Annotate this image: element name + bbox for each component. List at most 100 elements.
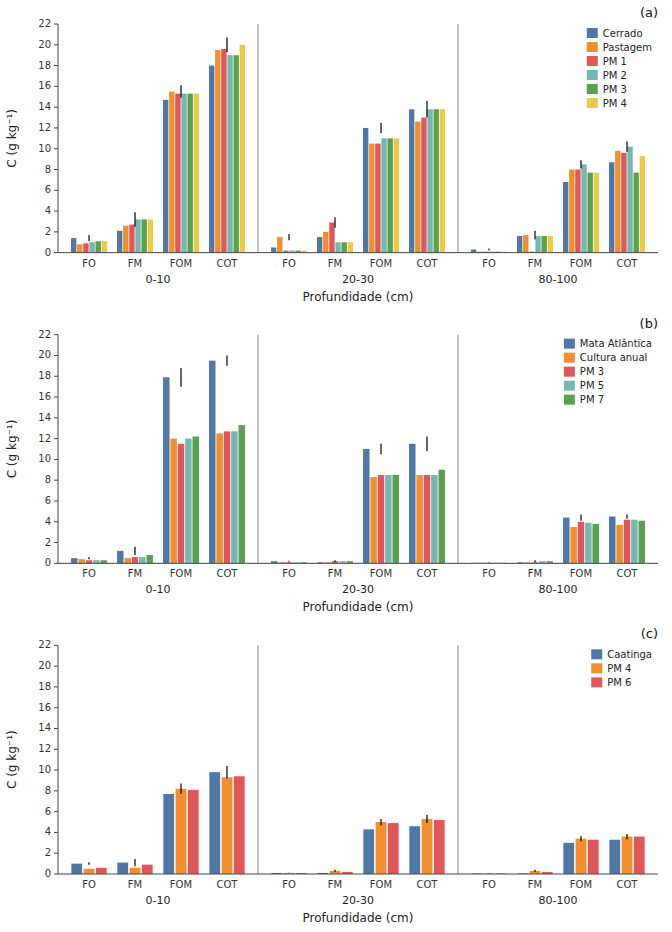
x-tick-label: COT bbox=[617, 258, 639, 269]
error-bar bbox=[580, 514, 581, 520]
bar bbox=[342, 242, 347, 252]
title: (a) bbox=[640, 5, 658, 20]
error-bar bbox=[134, 212, 135, 227]
y-tick bbox=[54, 355, 58, 356]
x-tick-label: FOM bbox=[570, 879, 592, 890]
bar bbox=[139, 557, 145, 563]
bar bbox=[216, 433, 222, 563]
y-tick-label: 4 bbox=[45, 826, 51, 837]
x-tick-label: FM bbox=[528, 258, 542, 269]
bar bbox=[178, 444, 184, 564]
group-separator bbox=[458, 645, 459, 874]
bar bbox=[421, 118, 426, 253]
y-axis bbox=[58, 24, 59, 253]
x-tick-label: COT bbox=[417, 568, 439, 579]
x-tick-label: FM bbox=[128, 568, 142, 579]
bar bbox=[609, 840, 620, 874]
bar bbox=[592, 524, 598, 563]
group-separator bbox=[258, 335, 259, 564]
legend-label: Caatinga bbox=[607, 649, 652, 660]
bar bbox=[84, 869, 95, 874]
bar bbox=[227, 55, 232, 252]
error-bar bbox=[334, 217, 335, 227]
y-tick-label: 10 bbox=[38, 764, 51, 775]
bar bbox=[123, 226, 128, 253]
x-tick-label: COT bbox=[417, 879, 439, 890]
x-tick-label: FO bbox=[282, 879, 296, 890]
x-tick-label: FM bbox=[328, 568, 342, 579]
legend-label: PM 1 bbox=[603, 56, 627, 67]
bar bbox=[71, 558, 77, 563]
bar bbox=[71, 864, 82, 874]
x-tick-label: COT bbox=[217, 568, 239, 579]
x-tick-label: FO bbox=[282, 258, 296, 269]
bar bbox=[570, 527, 576, 563]
error-bar bbox=[426, 101, 427, 118]
y-tick-label: 10 bbox=[38, 453, 51, 464]
y-tick-label: 18 bbox=[38, 370, 51, 381]
bar bbox=[130, 868, 141, 874]
bar bbox=[627, 147, 632, 253]
legend-swatch bbox=[587, 56, 598, 66]
error-bar bbox=[626, 141, 627, 151]
y-tick-label: 12 bbox=[38, 433, 51, 444]
y-axis-label: C (g kg⁻¹) bbox=[5, 109, 19, 168]
y-tick-label: 2 bbox=[45, 537, 51, 548]
y-tick-label: 20 bbox=[38, 660, 51, 671]
bar bbox=[388, 138, 393, 252]
y-tick bbox=[54, 790, 58, 791]
error-bar bbox=[426, 437, 427, 452]
bar bbox=[124, 558, 130, 563]
y-tick-label: 18 bbox=[38, 60, 51, 71]
bar bbox=[238, 425, 244, 563]
y-tick bbox=[54, 563, 58, 564]
panel: 0246810121416182022FOFMFOMCOTFOFMFOMCOTF… bbox=[5, 316, 658, 615]
x-tick-label: FM bbox=[328, 879, 342, 890]
bar bbox=[188, 790, 199, 874]
y-tick bbox=[54, 376, 58, 377]
bar bbox=[640, 156, 645, 253]
bar bbox=[96, 868, 107, 874]
bar bbox=[581, 164, 586, 252]
chart: 0246810121416182022FOFMFOMCOTFOFMFOMCOTF… bbox=[0, 0, 672, 932]
x-axis bbox=[58, 563, 658, 564]
legend-swatch bbox=[564, 353, 575, 363]
legend-swatch bbox=[591, 677, 602, 687]
y-tick bbox=[54, 874, 58, 875]
y-axis bbox=[58, 335, 59, 564]
x-tick-label: FM bbox=[328, 258, 342, 269]
x-tick-label: FO bbox=[482, 568, 496, 579]
bar bbox=[132, 557, 138, 563]
y-tick-label: 4 bbox=[45, 205, 51, 216]
bar bbox=[563, 518, 569, 564]
y-tick bbox=[54, 65, 58, 66]
bar bbox=[83, 243, 88, 252]
legend-swatch bbox=[587, 70, 598, 80]
bar bbox=[548, 236, 553, 253]
bar bbox=[271, 247, 276, 252]
y-axis bbox=[58, 645, 59, 874]
y-tick-label: 2 bbox=[45, 847, 51, 858]
y-tick bbox=[54, 707, 58, 708]
y-tick-label: 18 bbox=[38, 681, 51, 692]
error-bar bbox=[226, 38, 227, 53]
bar bbox=[517, 236, 522, 253]
bar bbox=[77, 244, 82, 252]
title: (b) bbox=[640, 316, 658, 331]
bar bbox=[416, 475, 422, 563]
bar bbox=[146, 555, 152, 563]
bar bbox=[376, 822, 387, 874]
y-tick-label: 22 bbox=[38, 18, 51, 29]
error-bar bbox=[288, 561, 289, 562]
bar bbox=[385, 475, 391, 563]
bar bbox=[427, 109, 432, 252]
bar bbox=[209, 66, 214, 253]
marks bbox=[71, 355, 645, 563]
y-tick bbox=[54, 86, 58, 87]
y-tick-label: 6 bbox=[45, 806, 51, 817]
bar bbox=[89, 242, 94, 252]
error-bar bbox=[534, 231, 535, 239]
bar bbox=[277, 237, 282, 253]
marks bbox=[71, 38, 645, 253]
group-label: 20-30 bbox=[342, 273, 374, 286]
